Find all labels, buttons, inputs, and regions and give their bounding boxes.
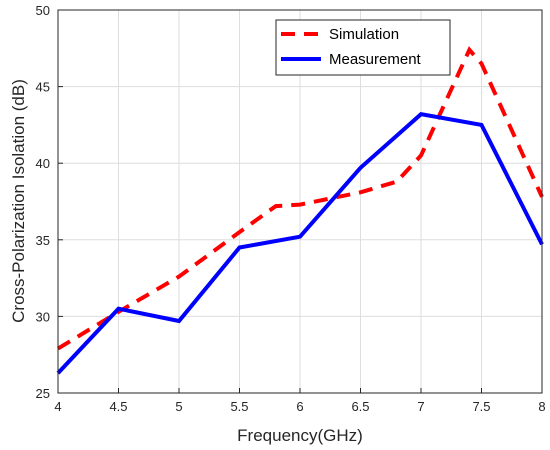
y-axis-label: Cross-Polarization Isolation (dB) (9, 79, 28, 323)
ticks: 4 4.5 5 5.5 6 6.5 7 7.5 8 25 30 35 40 45 50 (36, 3, 546, 414)
x-tick-label: 7 (417, 399, 424, 414)
legend-box (275, 19, 451, 76)
y-tick-label: 30 (36, 309, 50, 324)
series-line-simulation (56, 46, 544, 351)
y-tick-label: 40 (36, 156, 50, 171)
y-tick-label: 50 (36, 3, 50, 18)
legend-label-measurement: Measurement (329, 51, 422, 68)
series-line-measurement (56, 112, 544, 375)
series-layer (56, 46, 544, 375)
x-tick-label: 6 (296, 399, 303, 414)
y-tick-label: 35 (36, 233, 50, 248)
x-tick-label: 6.5 (351, 399, 369, 414)
x-tick-label: 5 (175, 399, 182, 414)
x-tick-label: 8 (538, 399, 545, 414)
x-tick-label: 4.5 (109, 399, 127, 414)
y-tick-label: 25 (36, 386, 50, 401)
x-axis-label: Frequency(GHz) (237, 426, 363, 445)
y-tick-label: 45 (36, 80, 50, 95)
legend-label-simulation: Simulation (329, 26, 399, 43)
x-tick-label: 5.5 (230, 399, 248, 414)
legend: Simulation Measurement (275, 19, 451, 76)
x-tick-label: 7.5 (472, 399, 490, 414)
x-tick-label: 4 (54, 399, 61, 414)
